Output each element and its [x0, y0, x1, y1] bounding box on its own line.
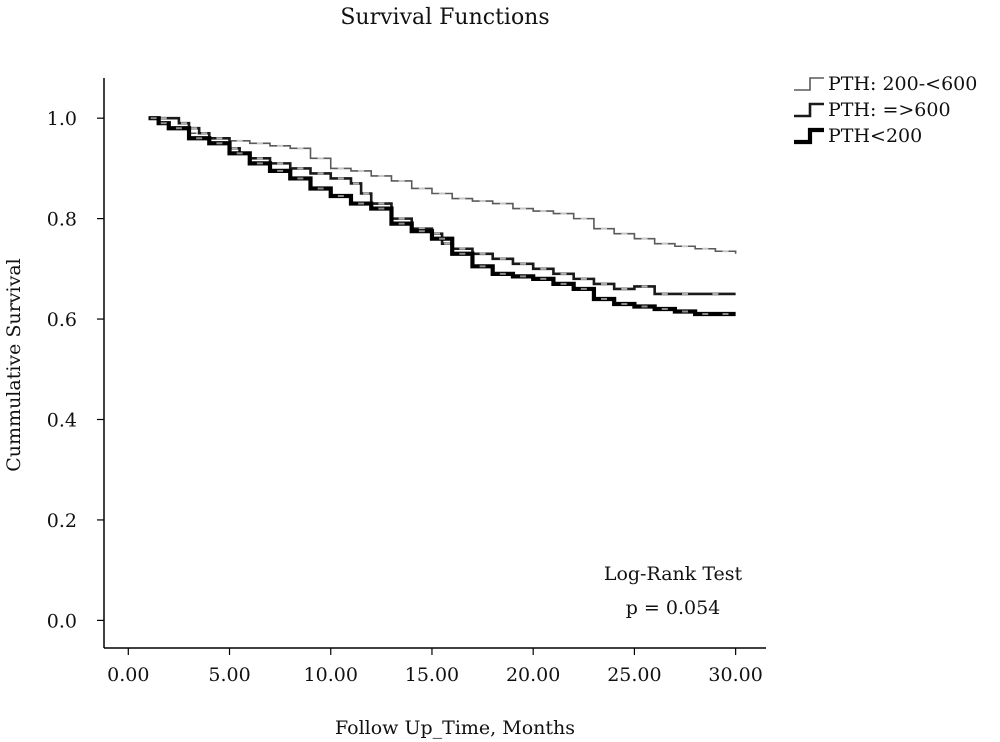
series-2: [148, 116, 736, 296]
x-axis-label: Follow Up_Time, Months: [335, 717, 575, 739]
log-rank-label: Log-Rank Test: [604, 563, 743, 585]
y-tick-label: 0.2: [47, 510, 77, 532]
plot-area: 0.00 5.00 10.00 15.00 20.00 25.00 30.00 0.0 0.2 0…: [47, 78, 766, 686]
x-tick-label: 10.00: [304, 664, 358, 686]
legend-label-2: PTH: =>600: [828, 99, 951, 121]
y-tick-label: 0.0: [47, 610, 77, 632]
x-tick-label: 30.00: [708, 664, 762, 686]
x-tick-label: 0.00: [107, 664, 149, 686]
x-tick-label: 5.00: [208, 664, 250, 686]
y-tick-label: 1.0: [47, 108, 77, 130]
legend: PTH: 200-<600 PTH: =>600 PTH<200: [794, 73, 977, 147]
legend-swatch-2: [794, 102, 824, 118]
legend-swatch-3: [794, 127, 824, 145]
x-tick-label: 15.00: [405, 664, 459, 686]
chart-title: Survival Functions: [340, 5, 549, 30]
survival-curve-3: [148, 116, 736, 317]
x-tick-label: 20.00: [506, 664, 560, 686]
legend-swatch-1: [794, 77, 824, 91]
y-tick-label: 0.4: [47, 409, 77, 431]
survival-curve-2: [148, 116, 736, 296]
p-value-label: p = 0.054: [626, 597, 721, 619]
legend-label-1: PTH: 200-<600: [828, 73, 977, 95]
y-tick-label: 0.8: [47, 209, 77, 231]
x-tick-label: 25.00: [607, 664, 661, 686]
legend-label-3: PTH<200: [828, 125, 922, 147]
series-3: [148, 116, 736, 317]
y-tick-label: 0.6: [47, 309, 77, 331]
y-axis-label: Cummulative Survival: [3, 258, 25, 471]
